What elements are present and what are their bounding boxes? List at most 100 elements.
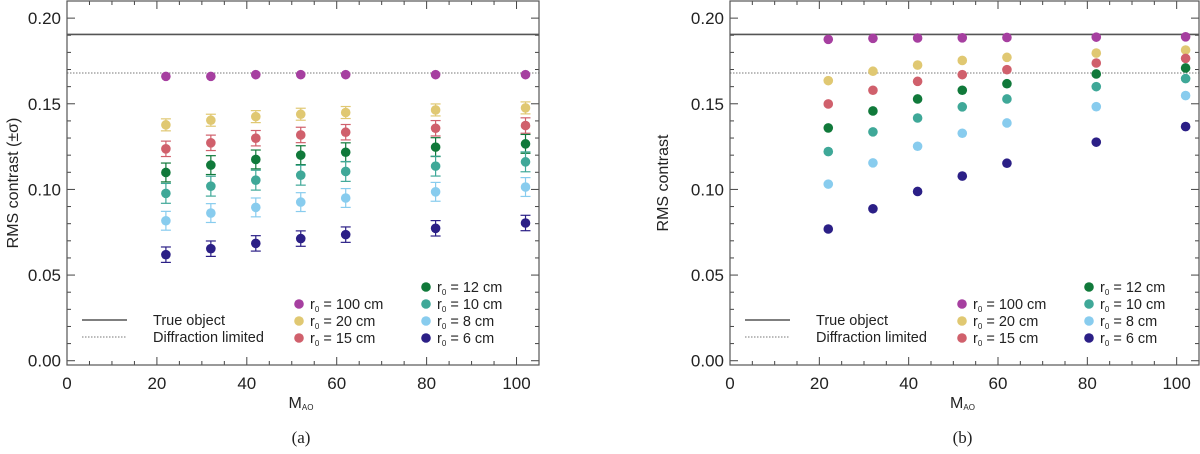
legend-marker	[294, 316, 304, 326]
panel-b: 0 20 40 60 80 100 0.00 0.05 0.10 0.15 0.20 True obj…	[655, 0, 1200, 447]
data-point	[430, 69, 441, 80]
data-point	[1002, 158, 1012, 169]
x-tick-label: 20	[147, 374, 166, 393]
y-tick-label: 0.05	[691, 266, 724, 285]
legend-marker	[1084, 316, 1094, 326]
data-point	[823, 99, 834, 109]
legend-label: r0 = 100 cm	[973, 297, 1046, 314]
x-tick-label: 60	[989, 374, 1008, 393]
data-point	[957, 69, 968, 80]
data-point	[295, 150, 306, 160]
x-tick-label: 80	[1078, 374, 1097, 393]
data-point	[206, 160, 216, 170]
data-point	[1002, 94, 1012, 104]
x-axis-label: MAO	[950, 395, 975, 412]
data-point	[1091, 101, 1102, 112]
data-point	[161, 249, 171, 260]
data-point	[1180, 45, 1191, 55]
data-point	[868, 158, 878, 168]
data-point	[295, 233, 306, 244]
data-point	[340, 147, 351, 158]
data-point	[868, 85, 878, 96]
data-point	[1091, 69, 1102, 79]
data-point	[957, 171, 968, 181]
data-point	[520, 139, 531, 149]
data-point	[1091, 137, 1102, 147]
data-point	[1091, 48, 1102, 58]
panel-caption: (a)	[292, 428, 311, 447]
data-point	[295, 130, 306, 140]
data-point	[295, 170, 306, 181]
data-point	[340, 229, 351, 240]
data-point	[206, 243, 216, 254]
x-tick-label: 100	[502, 374, 530, 393]
legend-marker	[957, 316, 967, 326]
data-point	[251, 202, 261, 213]
y-tick-label: 0.15	[691, 95, 724, 114]
data-point	[161, 188, 171, 199]
legend-marker	[1084, 333, 1094, 343]
data-point	[868, 203, 878, 214]
data-point	[1091, 81, 1102, 92]
data-point	[957, 33, 968, 43]
legend-label: r0 = 8 cm	[1100, 314, 1157, 331]
y-tick-label: 0.00	[28, 352, 61, 371]
x-tick-label: 60	[327, 374, 346, 393]
data-point	[1091, 32, 1102, 42]
data-point	[520, 218, 531, 228]
legend-marker	[957, 333, 967, 343]
data-point	[823, 224, 834, 234]
data-point	[430, 105, 441, 115]
data-point	[161, 71, 171, 82]
data-point	[340, 107, 351, 118]
y-tick-label: 0.15	[28, 95, 61, 114]
data-point	[430, 142, 441, 152]
data-point	[340, 127, 351, 138]
data-point	[161, 167, 171, 178]
plot-frame	[729, 0, 1200, 366]
data-point	[206, 115, 216, 126]
y-tick-label: 0.10	[691, 180, 724, 199]
data-point	[1002, 118, 1012, 128]
data-point	[823, 123, 834, 133]
data-point	[1002, 78, 1012, 89]
x-tick-label: 40	[237, 374, 256, 393]
legend-label: r0 = 20 cm	[310, 314, 375, 331]
data-point	[206, 71, 216, 82]
data-point	[295, 197, 306, 207]
data-point	[957, 102, 968, 112]
data-point	[1180, 90, 1191, 101]
y-axis-label: RMS contrast (±σ)	[5, 118, 22, 249]
data-point	[912, 76, 923, 87]
legend-label: r0 = 15 cm	[310, 331, 375, 348]
data-point	[1180, 53, 1191, 64]
legend-label: r0 = 10 cm	[1100, 297, 1165, 314]
data-point	[295, 109, 306, 120]
data-point	[868, 127, 878, 137]
data-point	[912, 60, 923, 70]
legend-line-label: Diffraction limited	[816, 330, 927, 346]
data-point	[823, 34, 834, 45]
x-tick-label: 0	[725, 374, 734, 393]
y-tick-label: 0.10	[28, 180, 61, 199]
legend-label: r0 = 6 cm	[1100, 331, 1157, 348]
legend-label: r0 = 20 cm	[973, 314, 1038, 331]
data-point	[251, 154, 261, 165]
data-point	[957, 55, 968, 66]
x-tick-label: 40	[899, 374, 918, 393]
data-point	[430, 161, 441, 171]
data-point	[868, 106, 878, 116]
data-point	[1180, 63, 1191, 73]
legend-marker	[421, 333, 431, 343]
y-tick-label: 0.20	[691, 9, 724, 28]
data-point	[430, 187, 441, 197]
data-point	[823, 146, 834, 157]
legend-marker	[294, 299, 304, 309]
data-point	[520, 69, 531, 80]
y-tick-label: 0.20	[28, 9, 61, 28]
data-point	[1180, 121, 1191, 132]
data-point	[1002, 52, 1012, 63]
data-point	[868, 66, 878, 77]
data-point	[957, 128, 968, 139]
